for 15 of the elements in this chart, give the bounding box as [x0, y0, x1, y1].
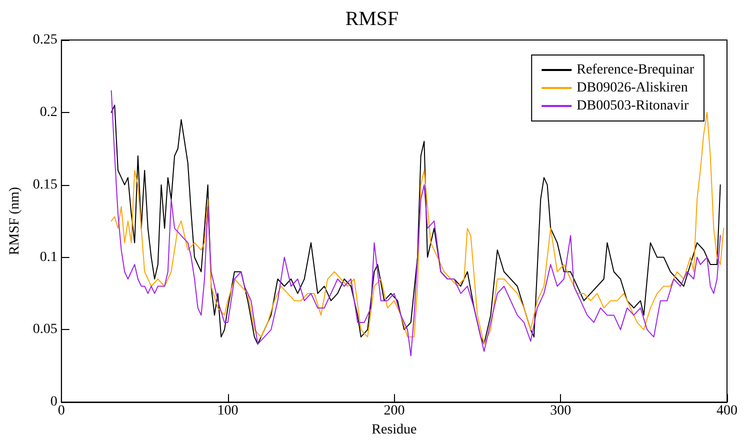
x-tick-label: 300 [550, 404, 572, 419]
x-tick-label: 200 [384, 404, 405, 419]
x-tick-label: 100 [217, 404, 238, 419]
y-axis-title: RMSF (nm) [8, 186, 22, 256]
y-tick-label: 0.25 [32, 32, 58, 48]
chart-title: RMSF [345, 8, 399, 30]
y-tick-label: 0.15 [32, 177, 58, 192]
legend-label: Reference-Brequinar [576, 62, 694, 78]
y-tick-label: 0.05 [32, 322, 58, 338]
x-axis-title: Residue [372, 422, 417, 438]
legend-label: DB09026-Aliskiren [576, 80, 688, 96]
legend-label: DB00503-Ritonavir [576, 98, 689, 114]
y-tick-label: 0.1 [40, 250, 58, 265]
y-tick-label: 0.2 [40, 104, 58, 120]
x-tick-label: 400 [716, 404, 738, 419]
